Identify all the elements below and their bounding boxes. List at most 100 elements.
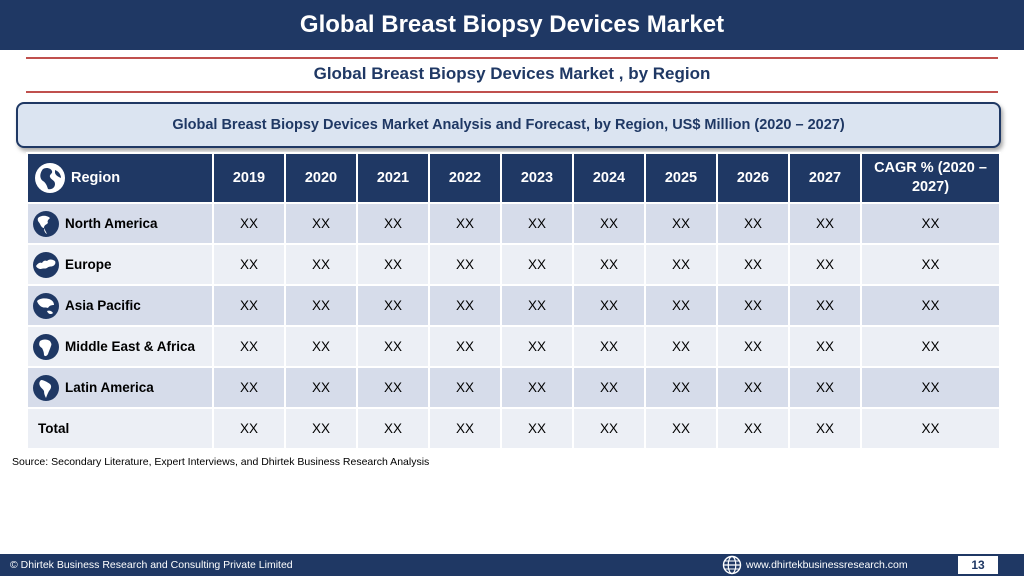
value-cell: XX	[500, 243, 574, 286]
value-cell: XX	[356, 202, 430, 245]
year-header: 2019	[212, 152, 286, 204]
value-cell: XX	[212, 407, 286, 450]
value-cell: XX	[212, 202, 286, 245]
asia-pacific-globe-icon	[33, 292, 59, 319]
value-cell: XX	[572, 243, 646, 286]
europe-globe-icon	[33, 251, 59, 278]
cagr-column-header: CAGR % (2020 – 2027)	[860, 152, 1001, 204]
value-cell: XX	[356, 366, 430, 409]
region-name: Middle East & Africa	[65, 339, 196, 354]
table-row: Europe XX XX XX XX XX XX XX XX XX XX	[26, 243, 1001, 286]
table-row: Latin America XX XX XX XX XX XX XX XX XX…	[26, 366, 1001, 409]
value-cell: XX	[644, 284, 718, 327]
globe-web-icon	[722, 555, 742, 575]
middle-east-africa-globe-icon	[33, 333, 59, 360]
year-header: 2025	[644, 152, 718, 204]
page-number: 13	[958, 556, 998, 574]
value-cell: XX	[572, 202, 646, 245]
cagr-cell: XX	[860, 407, 1001, 450]
value-cell: XX	[284, 366, 358, 409]
value-cell: XX	[716, 407, 790, 450]
year-header: 2020	[284, 152, 358, 204]
region-name: Europe	[65, 257, 112, 272]
value-cell: XX	[716, 243, 790, 286]
value-cell: XX	[212, 325, 286, 368]
value-cell: XX	[572, 284, 646, 327]
cagr-cell: XX	[860, 366, 1001, 409]
table-caption: Global Breast Biopsy Devices Market Anal…	[172, 117, 845, 133]
globe-icon	[35, 163, 65, 193]
value-cell: XX	[284, 325, 358, 368]
value-cell: XX	[500, 325, 574, 368]
region-name: North America	[65, 216, 158, 231]
value-cell: XX	[428, 325, 502, 368]
region-name: Latin America	[65, 380, 154, 395]
region-name: Asia Pacific	[65, 298, 141, 313]
top-divider	[26, 57, 998, 59]
value-cell: XX	[356, 243, 430, 286]
total-label: Total	[26, 407, 214, 450]
value-cell: XX	[644, 202, 718, 245]
value-cell: XX	[500, 284, 574, 327]
region-cell: Middle East & Africa	[26, 325, 214, 368]
value-cell: XX	[212, 243, 286, 286]
value-cell: XX	[788, 325, 862, 368]
value-cell: XX	[356, 407, 430, 450]
cagr-cell: XX	[860, 284, 1001, 327]
value-cell: XX	[284, 243, 358, 286]
cagr-cell: XX	[860, 243, 1001, 286]
latin-america-globe-icon	[33, 374, 59, 401]
source-note: Source: Secondary Literature, Expert Int…	[12, 456, 430, 468]
value-cell: XX	[500, 407, 574, 450]
value-cell: XX	[212, 366, 286, 409]
value-cell: XX	[356, 325, 430, 368]
region-header-label: Region	[71, 170, 121, 186]
value-cell: XX	[644, 325, 718, 368]
region-column-header: Region	[26, 152, 214, 204]
value-cell: XX	[284, 407, 358, 450]
table-row: Middle East & Africa XX XX XX XX XX XX X…	[26, 325, 1001, 368]
value-cell: XX	[644, 366, 718, 409]
value-cell: XX	[284, 284, 358, 327]
value-cell: XX	[716, 202, 790, 245]
region-cell: North America	[26, 202, 214, 245]
copyright-text: © Dhirtek Business Research and Consulti…	[10, 559, 293, 571]
year-header: 2022	[428, 152, 502, 204]
value-cell: XX	[716, 366, 790, 409]
website-link[interactable]: www.dhirtekbusinessresearch.com	[746, 559, 908, 571]
value-cell: XX	[788, 284, 862, 327]
value-cell: XX	[428, 202, 502, 245]
year-header: 2024	[572, 152, 646, 204]
year-header: 2027	[788, 152, 862, 204]
table-total-row: Total XX XX XX XX XX XX XX XX XX XX	[26, 407, 1001, 450]
value-cell: XX	[212, 284, 286, 327]
value-cell: XX	[356, 284, 430, 327]
value-cell: XX	[428, 243, 502, 286]
value-cell: XX	[500, 202, 574, 245]
value-cell: XX	[428, 407, 502, 450]
value-cell: XX	[644, 243, 718, 286]
value-cell: XX	[788, 243, 862, 286]
cagr-header-line-2: 2027)	[911, 179, 950, 195]
slide-subtitle: Global Breast Biopsy Devices Market , by…	[313, 64, 711, 83]
value-cell: XX	[788, 366, 862, 409]
value-cell: XX	[572, 325, 646, 368]
region-cell: Asia Pacific	[26, 284, 214, 327]
year-header: 2023	[500, 152, 574, 204]
value-cell: XX	[428, 284, 502, 327]
value-cell: XX	[500, 366, 574, 409]
value-cell: XX	[716, 284, 790, 327]
table-caption-banner: Global Breast Biopsy Devices Market Anal…	[16, 102, 1001, 148]
bottom-divider	[26, 91, 998, 93]
value-cell: XX	[788, 407, 862, 450]
slide-title-bar: Global Breast Biopsy Devices Market	[0, 0, 1024, 50]
cagr-cell: XX	[860, 202, 1001, 245]
region-cell: Europe	[26, 243, 214, 286]
value-cell: XX	[644, 407, 718, 450]
value-cell: XX	[284, 202, 358, 245]
value-cell: XX	[716, 325, 790, 368]
cagr-header-line-1: CAGR % (2020 –	[874, 160, 987, 176]
north-america-globe-icon	[33, 210, 59, 237]
cagr-cell: XX	[860, 325, 1001, 368]
region-forecast-table: Region 2019 2020 2021 2022 2023 2024 202…	[26, 152, 1001, 450]
